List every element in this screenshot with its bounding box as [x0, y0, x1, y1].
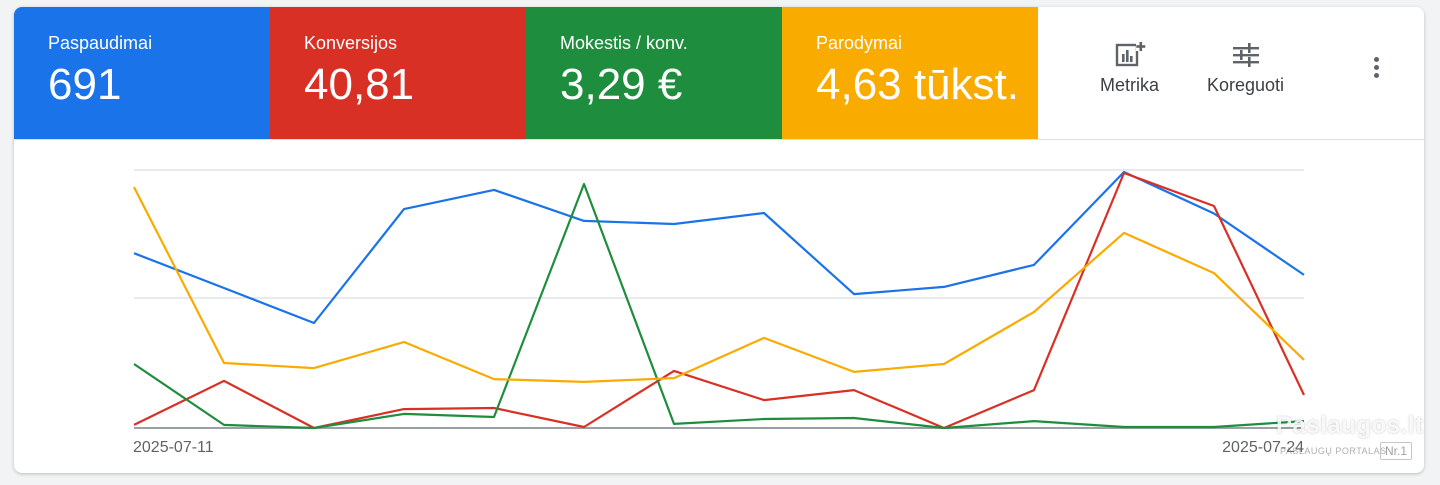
metric-tile-impressions[interactable]: Parodymai 4,63 tūkst. [782, 7, 1038, 139]
metrics-button[interactable]: Metrika [1100, 41, 1159, 96]
metric-label: Parodymai [816, 33, 903, 53]
series-line-3 [133, 182, 1305, 430]
x-tick-label-start: 2025-07-11 [133, 439, 214, 456]
series-line-4 [133, 186, 1305, 383]
chart-toolbar: Metrika Koreguoti [1038, 7, 1424, 139]
more-vert-icon [1364, 57, 1388, 78]
metric-tile-clicks[interactable]: Paspaudimai 691 [14, 7, 270, 139]
series-line-1 [133, 170, 1305, 325]
metric-value: 40,81 [304, 60, 415, 109]
x-tick-label-end: 2025-07-24 [1222, 439, 1304, 456]
chart-add-icon [1115, 41, 1146, 67]
metric-label: Paspaudimai [48, 33, 153, 53]
tune-icon [1232, 43, 1259, 67]
metric-tile-cost-per-conversion[interactable]: Mokestis / konv. 3,29 € [526, 7, 782, 139]
metrics-button-label: Metrika [1100, 75, 1160, 95]
metric-value: 691 [48, 60, 122, 109]
watermark-subtitle: PASLAUGŲ PORTALAS [1280, 446, 1387, 456]
metric-value: 3,29 € [560, 60, 683, 109]
metric-label: Mokestis / konv. [560, 33, 688, 53]
watermark-text: Paslaugos.lt [1276, 412, 1424, 439]
series-line-2 [133, 171, 1305, 430]
watermark-badge: Nr.1 [1380, 442, 1413, 460]
performance-card: Paspaudimai 691 Konversijos 40,81 Mokest… [14, 7, 1424, 473]
line-chart: 2025-07-11 2025-07-24 [133, 169, 1305, 456]
metric-value: 4,63 tūkst. [816, 60, 1020, 109]
watermark-logo: Paslaugos.lt PASLAUGŲ PORTALAS Nr.1 [1276, 412, 1423, 464]
metric-label: Konversijos [304, 33, 398, 53]
adjust-button[interactable]: Koreguoti [1207, 41, 1284, 96]
adjust-button-label: Koreguoti [1207, 75, 1285, 95]
more-options-button[interactable] [1364, 57, 1388, 87]
metric-tile-conversions[interactable]: Konversijos 40,81 [270, 7, 526, 139]
metrics-row: Paspaudimai 691 Konversijos 40,81 Mokest… [14, 7, 1424, 140]
